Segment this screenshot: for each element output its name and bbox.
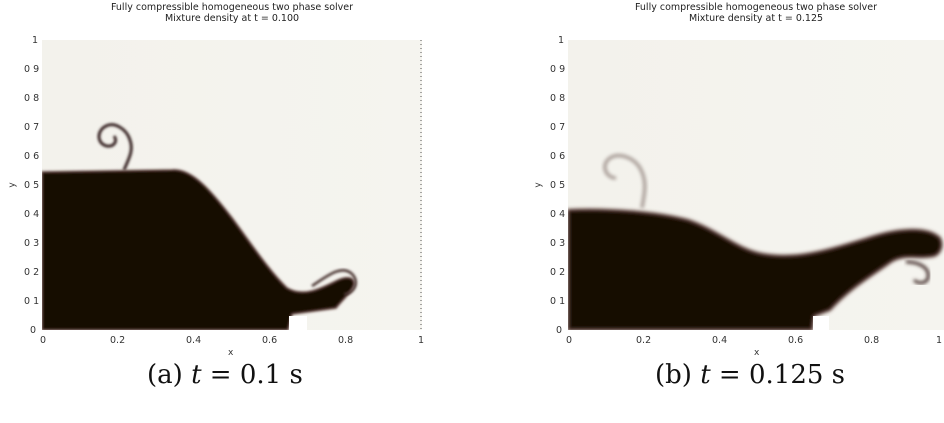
y-tick: 0 1 bbox=[550, 296, 566, 307]
density-plot-a bbox=[42, 40, 422, 330]
title-line-2: Mixture density at t = 0.100 bbox=[164, 13, 300, 24]
y-tick: 0 6 bbox=[24, 151, 40, 162]
figure-caption-b: (b) t = 0.125 s bbox=[655, 360, 845, 390]
title-line-1: Fully compressible homogeneous two phase… bbox=[634, 2, 878, 13]
y-tick: 0 5 bbox=[24, 180, 40, 191]
figure-panel-a: Fully compressible homogeneous two phase… bbox=[7, 2, 425, 390]
density-plot-b bbox=[568, 40, 944, 330]
plot-title: Fully compressible homogeneous two phase… bbox=[42, 2, 422, 24]
caption-label: (a) bbox=[147, 360, 183, 390]
y-tick: 0 3 bbox=[24, 238, 40, 249]
y-axis-label: y bbox=[7, 182, 18, 188]
y-tick: 0 bbox=[556, 325, 563, 336]
y-tick: 0 1 bbox=[24, 296, 40, 307]
y-tick: 0 7 bbox=[550, 122, 566, 133]
figure-panel-b: Fully compressible homogeneous two phase… bbox=[472, 0, 944, 423]
x-tick: 0 bbox=[566, 335, 573, 346]
caption-value: = 0.1 s bbox=[209, 360, 303, 390]
plot-title: Fully compressible homogeneous two phase… bbox=[566, 2, 944, 24]
x-tick: 0.4 bbox=[186, 335, 202, 346]
x-axis-label: x bbox=[228, 348, 234, 358]
y-tick: 1 bbox=[32, 35, 39, 46]
figure-caption-a: (a) t = 0.1 s bbox=[147, 360, 303, 390]
x-tick: 1 bbox=[936, 335, 943, 346]
y-tick: 0 2 bbox=[550, 267, 566, 278]
y-tick: 0 2 bbox=[24, 267, 40, 278]
x-tick: 0.4 bbox=[712, 335, 728, 346]
y-tick: 0 bbox=[30, 325, 37, 336]
y-tick: 0 9 bbox=[24, 64, 40, 75]
y-tick: 0 3 bbox=[550, 238, 566, 249]
y-tick: 0 4 bbox=[550, 209, 566, 220]
y-tick: 0 5 bbox=[550, 180, 566, 191]
y-tick: 0 4 bbox=[24, 209, 40, 220]
x-tick: 0.8 bbox=[864, 335, 880, 346]
x-tick: 0.6 bbox=[262, 335, 278, 346]
title-line-1: Fully compressible homogeneous two phase… bbox=[110, 2, 354, 13]
x-tick: 0.2 bbox=[636, 335, 652, 346]
y-tick: 0 7 bbox=[24, 122, 40, 133]
x-tick: 0.6 bbox=[788, 335, 804, 346]
caption-variable: t bbox=[700, 360, 711, 390]
caption-variable: t bbox=[191, 360, 202, 390]
y-tick: 0 8 bbox=[550, 93, 566, 104]
y-tick: 0 6 bbox=[550, 151, 566, 162]
x-tick: 0.8 bbox=[338, 335, 354, 346]
x-axis-label: x bbox=[754, 348, 760, 358]
caption-label: (b) bbox=[655, 360, 692, 390]
y-axis-label: y bbox=[533, 182, 544, 188]
y-tick: 1 bbox=[558, 35, 565, 46]
title-line-2: Mixture density at t = 0.125 bbox=[688, 13, 824, 24]
x-tick: 1 bbox=[418, 335, 425, 346]
y-tick: 0 8 bbox=[24, 93, 40, 104]
caption-value: = 0.125 s bbox=[718, 360, 846, 390]
x-tick: 0.2 bbox=[110, 335, 126, 346]
x-tick: 0 bbox=[40, 335, 47, 346]
y-tick: 0 9 bbox=[550, 64, 566, 75]
